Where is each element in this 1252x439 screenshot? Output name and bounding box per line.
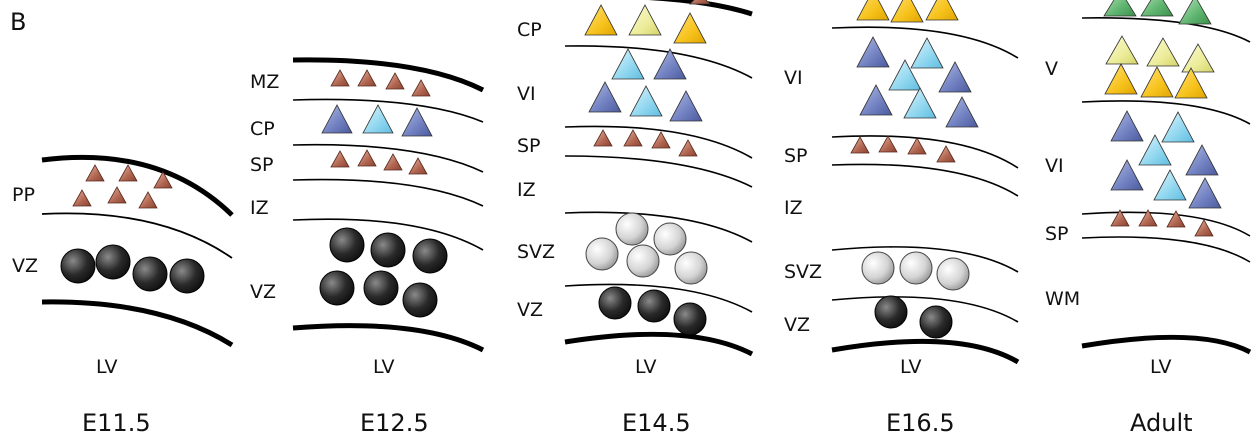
layer-vi-neurons: [588, 48, 703, 122]
layer-boundary: [564, 211, 753, 243]
layer-label-cp: CP: [250, 118, 275, 140]
stage-label-e14-5: E14.5: [622, 409, 691, 437]
subplate-neurons: [593, 129, 698, 157]
layer-label-sp: SP: [250, 154, 274, 176]
layer-label-v: V: [1045, 58, 1058, 80]
layer-label-vi: VI: [517, 83, 536, 105]
layer-label-svz: SVZ: [517, 241, 555, 263]
upper-layer-neurons: [856, 0, 959, 23]
pial-surface: [292, 57, 485, 93]
panel-adult: V VI SP WM LV Adult: [1045, 0, 1252, 437]
vz-progenitor-cells: [598, 286, 707, 336]
layer-boundary: [831, 163, 1019, 197]
vz-progenitor-cells: [874, 295, 953, 339]
layer-boundary: [831, 296, 1019, 323]
ventricular-surface: [1081, 334, 1252, 355]
ventricular-surface: [831, 338, 1020, 365]
layer-boundary: [292, 218, 484, 251]
layer-boundary: [831, 135, 1019, 169]
progenitor-cells: [60, 244, 205, 294]
marginal-zone-neurons: [330, 69, 431, 97]
panel-e16-5: VI SP IZ SVZ VZ LV E16.5: [784, 0, 1020, 437]
layer-boundary: [292, 178, 484, 207]
layer-boundary: [564, 45, 753, 79]
layer-boundary: [292, 98, 484, 123]
layer-boundary: [292, 143, 484, 173]
layer-boundary: [831, 26, 1019, 59]
layer-label-vi: VI: [784, 67, 803, 89]
layer-label-cp: CP: [517, 19, 542, 41]
subplate-neurons: [330, 149, 428, 175]
layer-label-vz: VZ: [784, 314, 810, 336]
stage-label-e12-5: E12.5: [360, 409, 429, 437]
layer-boundary: [564, 125, 753, 159]
layer-boundary: [1081, 17, 1251, 43]
upper-layer-neurons: [584, 0, 711, 44]
layer-vi-neurons: [856, 36, 979, 128]
stage-label-e16-5: E16.5: [886, 409, 955, 437]
layer-boundary: [1081, 236, 1251, 263]
layer-label-pp: PP: [12, 184, 35, 206]
layer-label-sp: SP: [784, 145, 808, 167]
layer-label-vz: VZ: [250, 281, 276, 303]
layer-label-mz: MZ: [250, 71, 279, 93]
layer-label-wm: WM: [1045, 288, 1080, 310]
layer-label-vz: VZ: [12, 255, 38, 277]
layer-label-svz: SVZ: [784, 261, 822, 283]
layer-label-iz: IZ: [784, 197, 803, 219]
layer-boundary: [41, 212, 233, 259]
layer-boundary: [831, 246, 1019, 273]
ventricle-label: LV: [1150, 356, 1172, 378]
layer-boundary: [564, 283, 753, 313]
panel-e14-5: CP VI SP IZ SVZ VZ LV E14.5: [517, 0, 754, 437]
panel-letter: B: [10, 8, 26, 36]
superficial-layer-neurons: [1103, 0, 1212, 25]
layer-label-sp: SP: [1045, 223, 1069, 245]
subplate-neurons: [1110, 209, 1214, 237]
svz-progenitor-cells: [861, 251, 970, 291]
layer-boundary: [564, 155, 753, 188]
ventricular-surface: [41, 299, 234, 348]
ventricular-surface: [564, 331, 754, 357]
pial-surface: [41, 154, 234, 217]
ventricle-label: LV: [635, 356, 657, 378]
layer-v-neurons: [1104, 35, 1215, 99]
progenitor-cells: [319, 227, 448, 318]
ventricle-label: LV: [96, 356, 118, 378]
panel-e12-5: MZ CP SP IZ VZ LV E12.5: [250, 57, 485, 437]
layer-label-vi: VI: [1045, 155, 1064, 177]
stage-label-e11-5: E11.5: [82, 409, 151, 437]
ventricle-label: LV: [373, 356, 395, 378]
layer-label-iz: IZ: [517, 179, 536, 201]
layer-label-vz: VZ: [517, 299, 543, 321]
svz-progenitor-cells: [585, 212, 708, 285]
panel-e11-5: PP VZ LV E11.5: [12, 154, 234, 437]
ventricular-surface: [292, 323, 485, 353]
pial-surface: [648, 0, 753, 17]
layer-boundary: [1081, 100, 1251, 125]
layer-boundary: [1081, 211, 1251, 237]
subplate-neurons: [850, 135, 956, 163]
subplate-neurons: [72, 164, 173, 209]
cortical-plate-neurons: [321, 104, 433, 137]
layer-vi-neurons: [1110, 110, 1222, 209]
layer-label-sp: SP: [517, 135, 541, 157]
layer-label-iz: IZ: [250, 197, 269, 219]
stage-label-adult: Adult: [1130, 409, 1193, 437]
ventricle-label: LV: [900, 356, 922, 378]
